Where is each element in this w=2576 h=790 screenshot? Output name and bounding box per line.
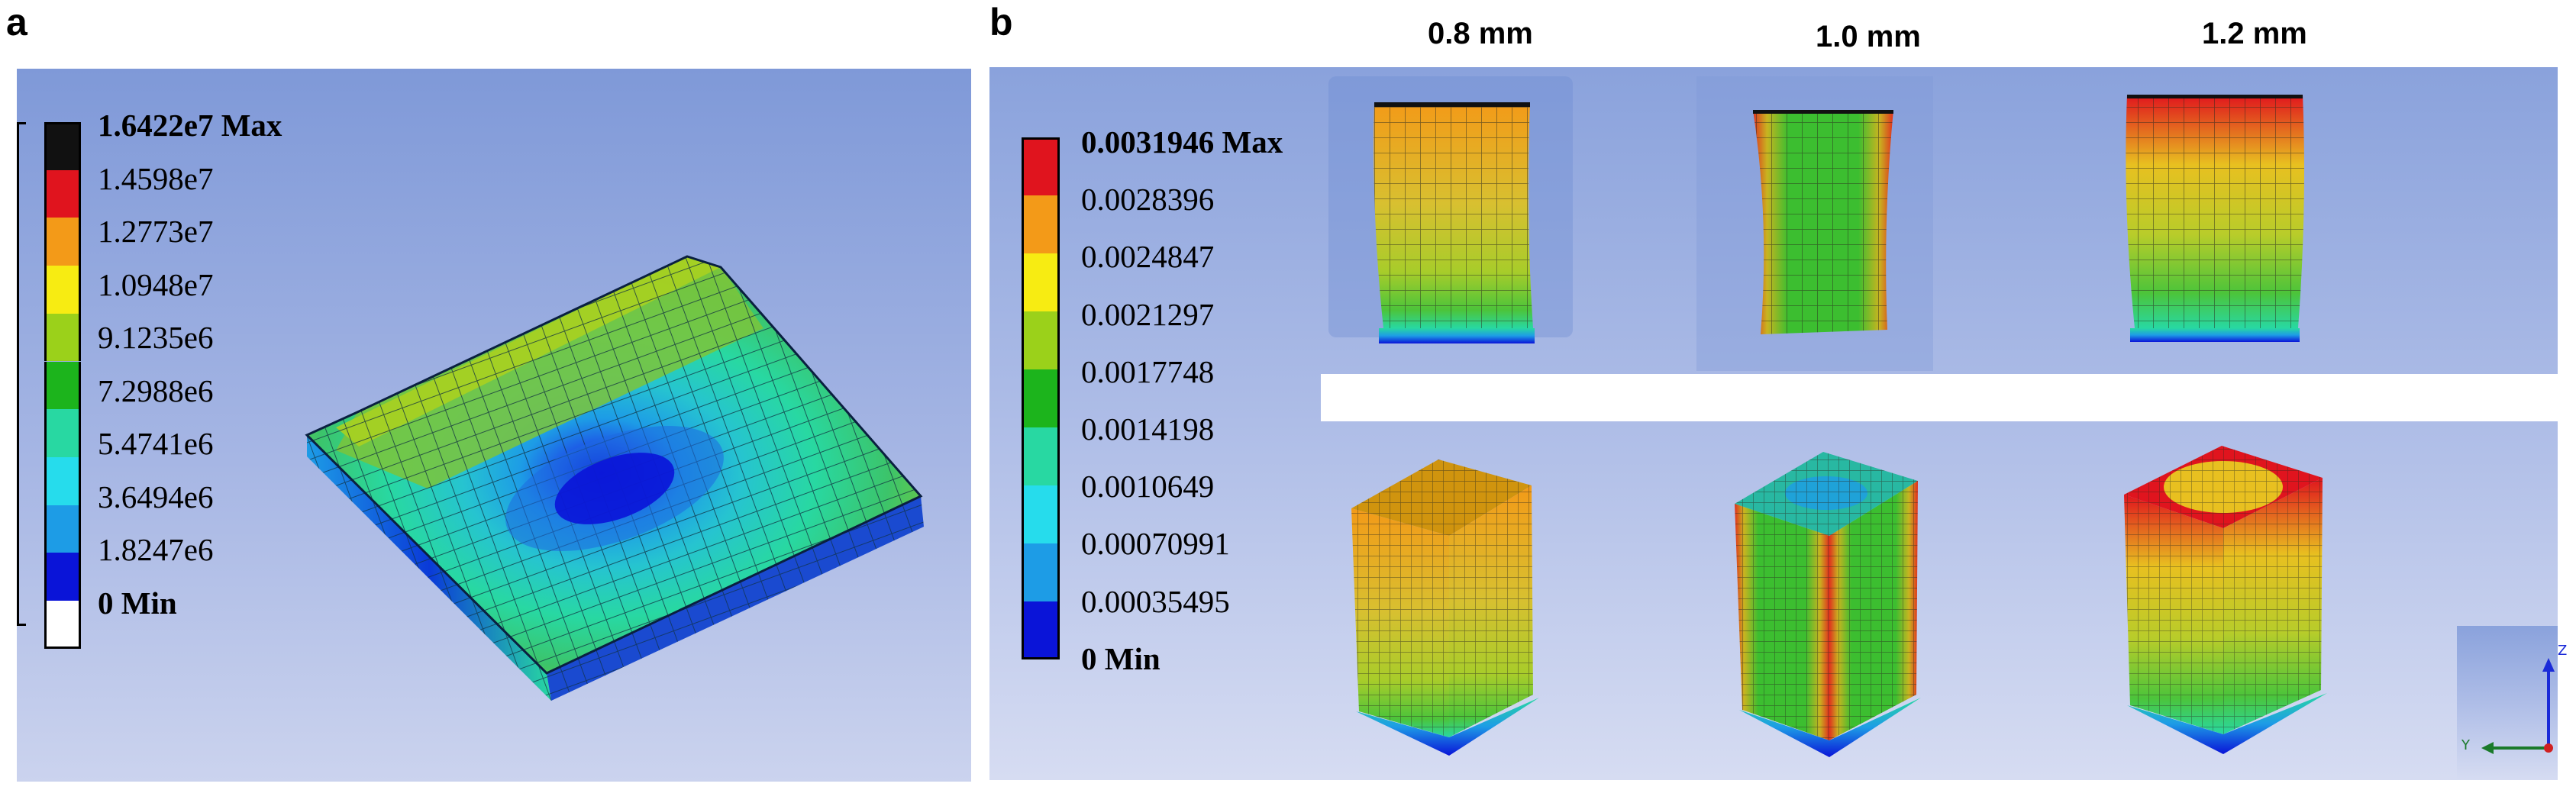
thickness-label-2: 1.0 mm bbox=[1816, 20, 1921, 53]
panel-a-legend-label: 1.2773e7 bbox=[98, 214, 214, 249]
panel-a-legend-label: 1.0948e7 bbox=[98, 266, 214, 302]
panel-b-legend-label: 0.00070991 bbox=[1081, 526, 1230, 562]
panel-b-row-gap bbox=[1321, 374, 2558, 421]
cube-iso-1-2mm bbox=[2124, 446, 2327, 754]
panel-a-legend-label: 1.6422e7 Max bbox=[98, 108, 282, 143]
panel-b-legend-label: 0.0028396 bbox=[1081, 182, 1215, 218]
panel-a-legend-label: 7.2988e6 bbox=[98, 372, 214, 408]
panel-b-legend-swatch bbox=[1022, 427, 1060, 485]
triad-y-label: Y bbox=[2461, 737, 2470, 753]
panel-b-legend-label: 0.0024847 bbox=[1081, 239, 1215, 275]
panel-b-legend-swatch bbox=[1022, 311, 1060, 369]
panel-a-legend-swatch bbox=[44, 122, 81, 170]
panel-a-legend-label: 3.6494e6 bbox=[98, 479, 214, 514]
thickness-label-1: 0.8 mm bbox=[1428, 17, 1533, 50]
panel-b-legend-swatch bbox=[1022, 601, 1060, 659]
panel-a-legend-swatch bbox=[44, 601, 81, 649]
panel-a-legend-label: 5.4741e6 bbox=[98, 426, 214, 461]
panel-b-triad-area bbox=[2457, 626, 2558, 780]
panel-a-legend-swatch bbox=[44, 218, 81, 266]
panel-a-legend-swatch bbox=[44, 553, 81, 601]
panel-a-legend-swatch bbox=[44, 456, 81, 505]
panel-a-legend-swatch bbox=[44, 313, 81, 362]
panel-b-legend-label: 0.0021297 bbox=[1081, 296, 1215, 332]
cube-iso-0-8mm bbox=[1351, 459, 1539, 756]
cube-front-1-2mm bbox=[2126, 95, 2304, 342]
panel-a-legend-swatch bbox=[44, 409, 81, 457]
cube-iso-1-0mm bbox=[1735, 452, 1921, 757]
thickness-label-3: 1.2 mm bbox=[2202, 17, 2307, 50]
panel-a-legend-label: 1.8247e6 bbox=[98, 532, 214, 567]
panel-a-legend-bracket bbox=[17, 122, 26, 626]
panel-b-legend-swatch bbox=[1022, 485, 1060, 543]
panel-b-legend-label: 0.0017748 bbox=[1081, 353, 1215, 389]
panel-b-legend-label: 0.0031946 Max bbox=[1081, 124, 1283, 160]
panel-a-legend-label: 1.4598e7 bbox=[98, 160, 214, 196]
panel-a-legend-colorbar bbox=[44, 122, 81, 649]
panel-b-legend-label: 0.00035495 bbox=[1081, 583, 1230, 619]
panel-b-legend-colorbar bbox=[1022, 137, 1060, 659]
panel-b-legend-swatch bbox=[1022, 253, 1060, 311]
panel-a-legend-swatch bbox=[44, 361, 81, 410]
triad-z-label: Z bbox=[2558, 643, 2568, 659]
panel-a-legend-label: 9.1235e6 bbox=[98, 320, 214, 355]
panel-b-legend-swatch bbox=[1022, 137, 1060, 195]
coordinate-triad bbox=[2481, 658, 2555, 754]
panel-b-letter: b bbox=[989, 1, 1013, 44]
panel-a-legend-swatch bbox=[44, 169, 81, 218]
panel-b-legend-swatch bbox=[1022, 369, 1060, 427]
panel-b-legend-label: 0.0014198 bbox=[1081, 411, 1215, 447]
panel-b-legend-swatch bbox=[1022, 543, 1060, 601]
panel-b-legend-swatch bbox=[1022, 195, 1060, 253]
panel-b-legend-label: 0 Min bbox=[1081, 640, 1160, 676]
panel-a-letter: a bbox=[6, 1, 27, 44]
cube-front-0-8mm bbox=[1328, 76, 1573, 343]
cube-front-1-0mm bbox=[1696, 76, 1933, 371]
panel-a-legend-swatch bbox=[44, 505, 81, 553]
panel-b-legend-label: 0.0010649 bbox=[1081, 469, 1215, 505]
panel-a-legend-swatch bbox=[44, 266, 81, 314]
panel-a-legend-label: 0 Min bbox=[98, 585, 177, 621]
